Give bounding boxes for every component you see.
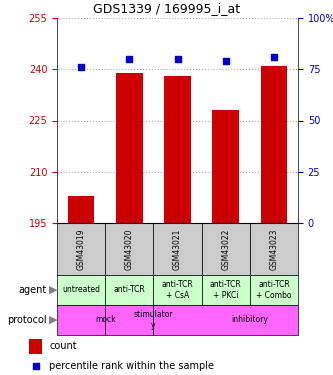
- Text: ▶: ▶: [49, 285, 58, 295]
- Point: [79, 64, 84, 70]
- Text: ▶: ▶: [49, 315, 58, 325]
- Text: GSM43023: GSM43023: [269, 228, 278, 270]
- Bar: [250, 223, 298, 275]
- Bar: [105, 305, 154, 335]
- Bar: [105, 275, 154, 305]
- Bar: [261, 66, 287, 223]
- Point: [271, 54, 277, 60]
- Text: count: count: [49, 341, 77, 351]
- Bar: [154, 223, 201, 275]
- Text: stimulator
y: stimulator y: [134, 310, 173, 330]
- Bar: [105, 223, 154, 275]
- Point: [223, 58, 228, 64]
- Bar: [57, 305, 105, 335]
- Text: protocol: protocol: [7, 315, 47, 325]
- Bar: [57, 275, 105, 305]
- Text: anti-TCR
+ PKCi: anti-TCR + PKCi: [210, 280, 241, 300]
- Text: inhibitory: inhibitory: [231, 315, 268, 324]
- Bar: [29, 339, 43, 354]
- Point: [127, 56, 132, 62]
- Bar: [212, 110, 239, 223]
- Bar: [116, 73, 143, 223]
- Bar: [68, 196, 94, 223]
- Text: GSM43021: GSM43021: [173, 228, 182, 270]
- Bar: [57, 223, 105, 275]
- Bar: [201, 223, 250, 275]
- Point: [175, 56, 180, 62]
- Bar: [250, 275, 298, 305]
- Text: untreated: untreated: [62, 285, 100, 294]
- Bar: [154, 305, 298, 335]
- Bar: [154, 275, 201, 305]
- Text: GSM43020: GSM43020: [125, 228, 134, 270]
- Text: GSM43022: GSM43022: [221, 228, 230, 270]
- Text: anti-TCR
+ Combo: anti-TCR + Combo: [256, 280, 292, 300]
- Text: mock: mock: [95, 315, 116, 324]
- Text: anti-TCR
+ CsA: anti-TCR + CsA: [162, 280, 193, 300]
- Text: agent: agent: [19, 285, 47, 295]
- Text: anti-TCR: anti-TCR: [114, 285, 145, 294]
- Text: GDS1339 / 169995_i_at: GDS1339 / 169995_i_at: [93, 2, 240, 15]
- Text: GSM43019: GSM43019: [77, 228, 86, 270]
- Bar: [201, 275, 250, 305]
- Point: [33, 363, 39, 369]
- Text: percentile rank within the sample: percentile rank within the sample: [49, 361, 214, 371]
- Bar: [164, 76, 191, 223]
